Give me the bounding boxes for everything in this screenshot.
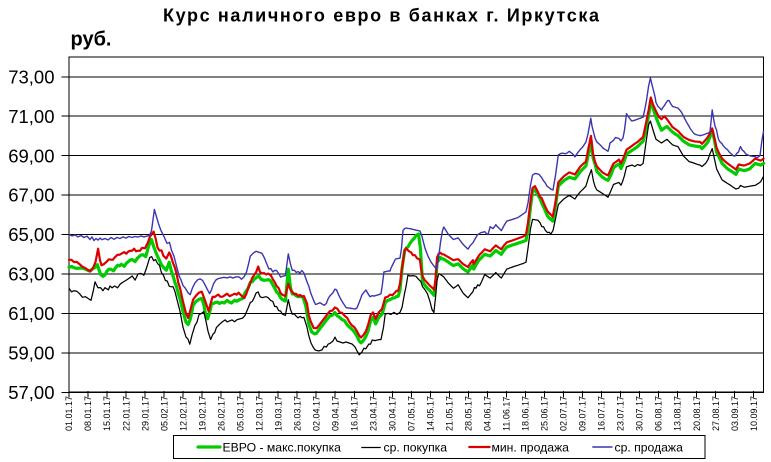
svg-text:мин. продажа: мин. продажа xyxy=(492,441,570,455)
svg-text:67,00: 67,00 xyxy=(8,185,54,206)
svg-text:12.02.17: 12.02.17 xyxy=(178,396,188,431)
svg-text:23.07.17: 23.07.17 xyxy=(616,396,626,431)
svg-text:61,00: 61,00 xyxy=(8,303,54,324)
svg-text:09.07.17: 09.07.17 xyxy=(578,396,588,431)
svg-text:11.06.17: 11.06.17 xyxy=(502,397,512,431)
svg-text:01.01.17: 01.01.17 xyxy=(64,396,74,431)
svg-text:ср. продажа: ср. продажа xyxy=(615,441,684,455)
svg-text:22.01.17: 22.01.17 xyxy=(121,396,131,431)
svg-text:08.01.17: 08.01.17 xyxy=(83,396,93,431)
svg-text:03.09.17: 03.09.17 xyxy=(730,396,740,431)
svg-text:57,00: 57,00 xyxy=(8,382,54,403)
svg-text:06.08.17: 06.08.17 xyxy=(654,396,664,431)
svg-text:04.06.17: 04.06.17 xyxy=(483,396,493,431)
svg-text:23.04.17: 23.04.17 xyxy=(368,396,378,431)
svg-text:30.07.17: 30.07.17 xyxy=(635,396,645,431)
svg-text:05.02.17: 05.02.17 xyxy=(159,396,169,431)
svg-text:07.05.17: 07.05.17 xyxy=(407,396,417,431)
svg-text:ср. покупка: ср. покупка xyxy=(384,441,448,455)
svg-text:30.04.17: 30.04.17 xyxy=(387,396,397,431)
svg-text:15.01.17: 15.01.17 xyxy=(102,396,112,431)
svg-text:27.08.17: 27.08.17 xyxy=(711,396,721,431)
svg-text:20.08.17: 20.08.17 xyxy=(692,396,702,431)
svg-text:63,00: 63,00 xyxy=(8,264,54,285)
svg-text:02.04.17: 02.04.17 xyxy=(311,396,321,431)
svg-text:16.04.17: 16.04.17 xyxy=(349,396,359,431)
svg-text:59,00: 59,00 xyxy=(8,342,54,363)
svg-text:10.09.17: 10.09.17 xyxy=(749,396,759,431)
svg-text:руб.: руб. xyxy=(71,29,112,51)
svg-text:12.03.17: 12.03.17 xyxy=(254,396,264,431)
svg-text:69,00: 69,00 xyxy=(8,145,54,166)
svg-text:25.06.17: 25.06.17 xyxy=(540,396,550,431)
svg-text:19.02.17: 19.02.17 xyxy=(197,396,207,431)
svg-text:02.07.17: 02.07.17 xyxy=(559,396,569,431)
svg-text:21.05.17: 21.05.17 xyxy=(445,396,455,431)
svg-text:65,00: 65,00 xyxy=(8,224,54,245)
svg-text:05.03.17: 05.03.17 xyxy=(235,396,245,431)
svg-text:14.05.17: 14.05.17 xyxy=(426,396,436,431)
svg-text:28.05.17: 28.05.17 xyxy=(464,396,474,431)
svg-text:73,00: 73,00 xyxy=(8,66,54,87)
svg-text:26.03.17: 26.03.17 xyxy=(292,396,302,431)
svg-text:ЕВРО - макс.покупка: ЕВРО - макс.покупка xyxy=(223,441,342,455)
svg-text:19.03.17: 19.03.17 xyxy=(273,396,283,431)
svg-text:26.02.17: 26.02.17 xyxy=(216,396,226,431)
svg-text:09.04.17: 09.04.17 xyxy=(330,396,340,431)
svg-text:18.06.17: 18.06.17 xyxy=(521,396,531,431)
svg-text:71,00: 71,00 xyxy=(8,106,54,127)
svg-text:16.07.17: 16.07.17 xyxy=(597,396,607,431)
svg-text:13.08.17: 13.08.17 xyxy=(673,396,683,431)
svg-text:29.01.17: 29.01.17 xyxy=(140,396,150,431)
